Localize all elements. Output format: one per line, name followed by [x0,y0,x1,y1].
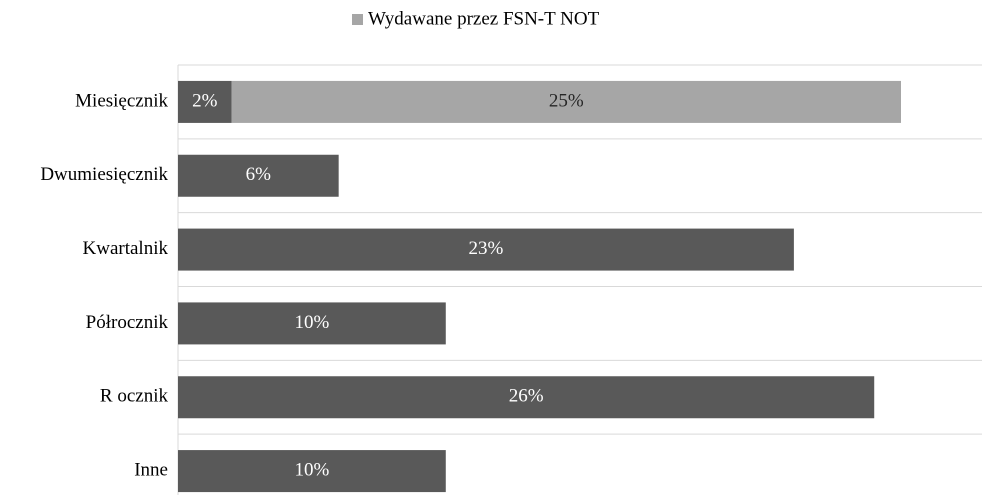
bar-segment [178,376,875,419]
category-label: R ocznik [100,386,169,407]
legend-label: Wydawane przez FSN-T NOT [368,8,600,29]
category-label: Kwartalnik [83,238,169,259]
bar-segment [178,80,232,123]
category-label: Półrocznik [86,312,169,333]
legend-swatch [352,14,363,25]
category-label: Inne [134,459,168,480]
category-label: Dwumiesięcznik [40,164,168,185]
bar-segment [178,450,446,493]
value-label: 23% [469,238,504,259]
bar-segment [178,228,794,271]
value-label: 6% [246,164,272,185]
value-label: 26% [509,386,544,407]
category-label: Miesięcznik [75,90,168,111]
bar-segment [178,302,446,345]
value-label: 25% [549,90,584,111]
value-label: 10% [294,312,329,333]
bar-segment [178,154,339,197]
value-label: 10% [294,459,329,480]
bar-segment [231,80,902,123]
value-label: 2% [192,90,218,111]
